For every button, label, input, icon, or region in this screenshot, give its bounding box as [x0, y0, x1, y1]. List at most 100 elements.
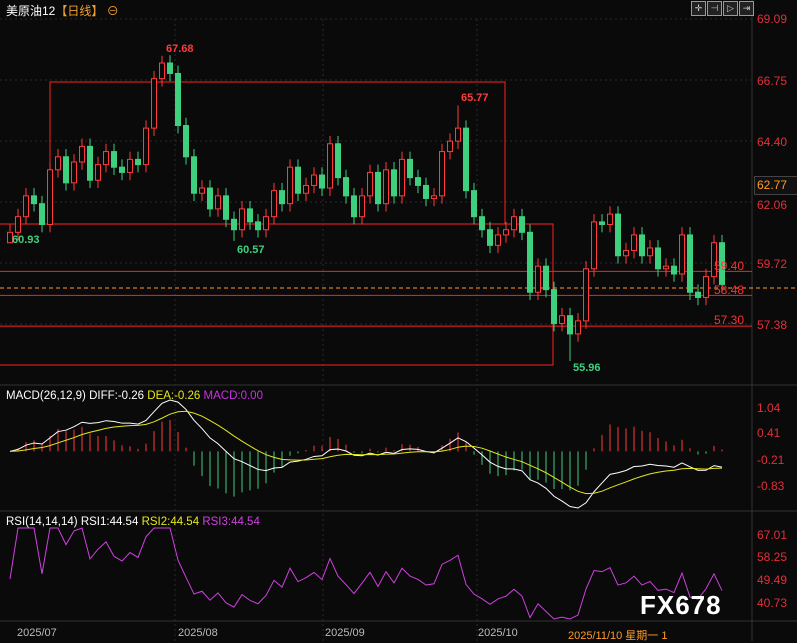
candle-body	[263, 216, 269, 231]
rsi2-value: RSI2:44.54	[141, 516, 200, 528]
candle-body	[487, 229, 493, 246]
candle-body	[679, 234, 685, 275]
candle-body	[519, 216, 525, 233]
candle-body	[343, 177, 349, 197]
add-indicator-icon[interactable]: ⊖	[106, 4, 119, 18]
candle-body	[591, 221, 597, 270]
candle-body	[183, 125, 189, 158]
candle-body	[359, 195, 365, 218]
candle-body	[335, 143, 341, 179]
level-label: 58.48	[714, 283, 745, 297]
cursor-date: 2025/11/10 星期一 1	[568, 630, 668, 642]
candle-body	[215, 195, 221, 210]
candle-body	[143, 127, 149, 166]
candle-body	[639, 234, 645, 257]
price-tick: 69.09	[757, 12, 788, 26]
candle-body	[63, 156, 69, 184]
rsi-tick: 58.25	[757, 550, 788, 564]
candle-body	[95, 164, 101, 181]
candle-body	[623, 250, 629, 257]
crosshair-button[interactable]: ✛	[691, 1, 706, 16]
macd-label: MACD(26,12,9)	[6, 390, 86, 402]
candle-body	[271, 190, 277, 218]
price-tick: 57.38	[757, 318, 788, 332]
candle-body	[303, 184, 309, 194]
candle-body	[431, 195, 437, 199]
rsi1-value: RSI1:44.54	[80, 516, 139, 528]
candle-body	[311, 174, 317, 186]
candle-body	[687, 234, 693, 293]
macd-tick: -0.83	[757, 479, 785, 493]
candle-body	[119, 166, 125, 173]
candle-body	[583, 268, 589, 322]
symbol-title: 美原油12【日线】 ⊖	[6, 2, 119, 19]
candle-body	[567, 315, 573, 335]
candle-body	[551, 289, 557, 324]
period-label: 【日线】	[55, 4, 104, 18]
low-annotation: 55.96	[573, 362, 601, 374]
candle-body	[607, 213, 613, 226]
dea-line	[9, 410, 723, 495]
candle-body	[631, 234, 637, 252]
rsi-tick: 40.73	[757, 596, 788, 610]
macd-tick: 0.41	[757, 426, 781, 440]
price-tick: 59.72	[757, 257, 788, 271]
candle-body	[407, 158, 413, 179]
candle-body	[319, 174, 325, 189]
candle-body	[103, 151, 109, 166]
candle-body	[71, 161, 77, 184]
macd-value: MACD:0.00	[203, 390, 263, 402]
candle-body	[39, 203, 45, 226]
candle-body	[223, 195, 229, 220]
candle-body	[511, 216, 517, 231]
rsi-tick: 49.49	[757, 573, 788, 587]
candle-body	[7, 231, 13, 244]
candle-body	[559, 315, 565, 324]
candle-body	[47, 169, 53, 226]
range-box	[49, 81, 506, 225]
candle-body	[719, 242, 725, 285]
zoom-in-button[interactable]: ⊣	[707, 1, 722, 16]
candle-body	[207, 187, 213, 210]
level-label: 57.30	[714, 313, 745, 327]
candle-body	[703, 276, 709, 298]
macd-tick: -0.21	[757, 453, 785, 467]
candle-body	[375, 171, 381, 205]
price-tick: 62.06	[757, 198, 788, 212]
candle-body	[367, 171, 373, 197]
candle-body	[135, 158, 141, 166]
low-annotation: 60.57	[237, 244, 265, 256]
rsi-line	[9, 527, 723, 620]
candle-body	[231, 218, 237, 231]
candle-body	[647, 247, 653, 257]
date-tick: 2025/08	[178, 627, 218, 639]
candle-body	[615, 213, 621, 257]
candle-body	[455, 127, 461, 142]
candle-body	[543, 265, 549, 291]
rsi3-value: RSI3:44.54	[202, 516, 260, 528]
date-tick: 2025/07	[17, 627, 57, 639]
candle-body	[167, 62, 173, 74]
candle-body	[415, 177, 421, 186]
low-annotation: 60.93	[12, 234, 40, 246]
candle-body	[471, 190, 477, 218]
rsi-tick: 67.01	[757, 528, 788, 542]
diff-line	[9, 399, 723, 509]
candle-body	[151, 78, 157, 129]
dea-value: DEA:-0.26	[147, 390, 201, 402]
candle-body	[423, 184, 429, 199]
candle-body	[175, 72, 181, 127]
high-annotation: 65.77	[461, 92, 489, 104]
price-tick: 64.40	[757, 135, 788, 149]
candle-body	[663, 265, 669, 270]
candle-body	[655, 247, 661, 270]
candle-body	[463, 127, 469, 192]
candle-body	[295, 166, 301, 194]
macd-tick: 1.04	[757, 401, 781, 415]
zoom-out-button[interactable]: ▷	[723, 1, 738, 16]
rsi-label: RSI(14,14,14)	[6, 516, 78, 528]
move-button[interactable]: ⇥	[739, 1, 754, 16]
candle-body	[159, 62, 165, 80]
candle-body	[671, 265, 677, 275]
